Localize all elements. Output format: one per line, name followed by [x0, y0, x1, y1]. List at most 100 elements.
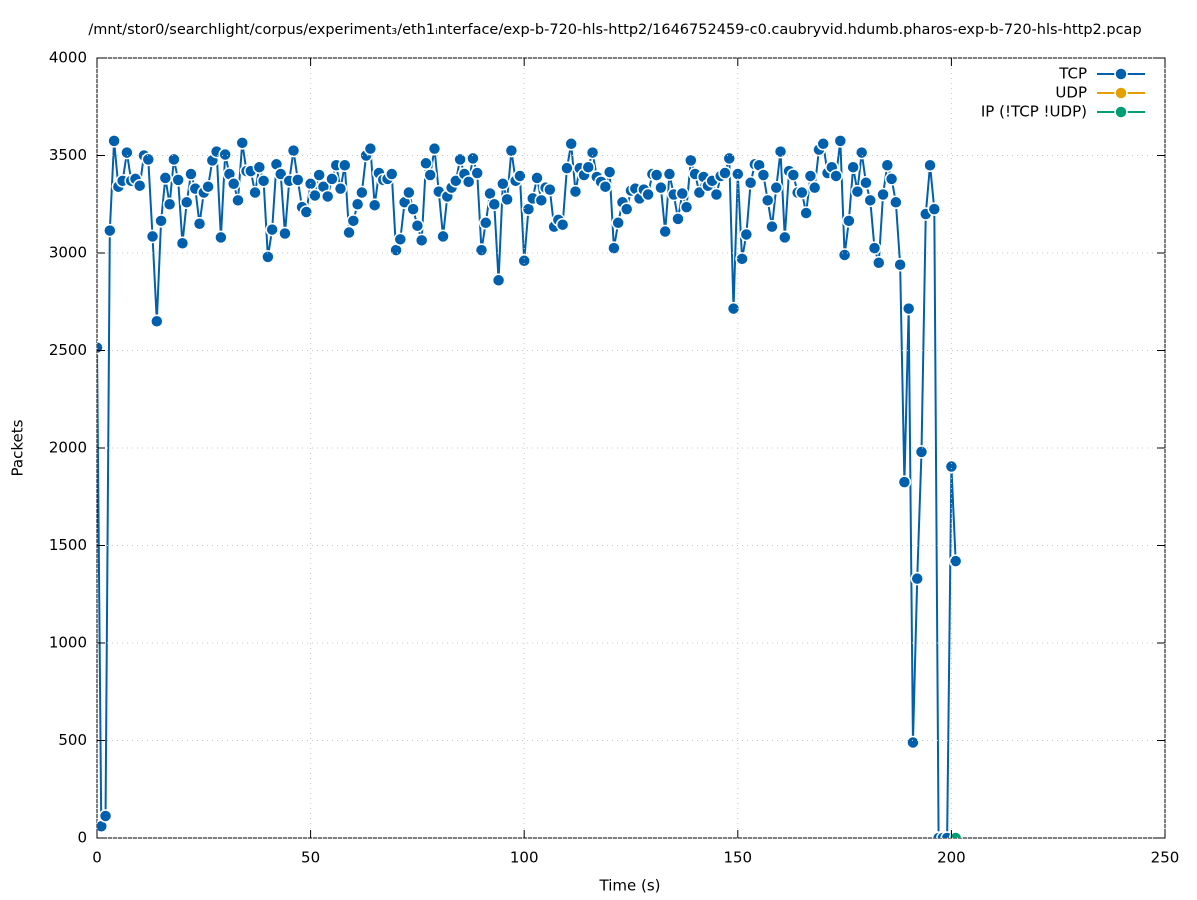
data-point [778, 230, 792, 245]
data-point [658, 224, 672, 239]
data-point [803, 169, 818, 183]
data-point [487, 197, 502, 211]
data-point [889, 195, 903, 210]
y-tick-label: 2500 [49, 341, 87, 359]
data-point [867, 241, 882, 255]
data-point [786, 168, 801, 182]
series-line [97, 140, 957, 838]
data-point [201, 179, 215, 194]
data-point [500, 192, 514, 207]
data-point [876, 187, 890, 202]
data-point [722, 151, 737, 166]
data-point [910, 571, 924, 586]
data-point [568, 184, 583, 199]
data-point [235, 136, 249, 150]
data-point [679, 200, 694, 214]
data-point [162, 197, 177, 211]
data-point [261, 250, 275, 264]
data-point [367, 198, 382, 212]
data-point [837, 248, 852, 262]
data-point [816, 137, 830, 151]
y-tick-label: 2000 [49, 439, 87, 457]
data-point [543, 182, 557, 197]
y-tick-label: 4000 [49, 49, 87, 67]
data-point [248, 185, 262, 200]
x-tick-label: 150 [723, 849, 752, 867]
data-point [756, 168, 771, 182]
data-point [619, 202, 634, 216]
data-point [760, 193, 775, 208]
chart-title: /mnt/stor0/searchlight/corpus/experiment… [88, 22, 1141, 38]
data-point [145, 229, 160, 244]
data-point [461, 175, 476, 189]
data-point [218, 147, 232, 162]
data-point [560, 161, 574, 175]
data-point [150, 314, 164, 328]
data-point [278, 226, 292, 241]
data-point [504, 143, 519, 158]
data-point [675, 186, 690, 201]
data-point [513, 169, 527, 183]
data-point [641, 187, 655, 202]
y-tick-label: 500 [58, 731, 87, 749]
data-point [171, 173, 185, 187]
data-point [154, 214, 168, 228]
data-point [291, 173, 305, 187]
y-axis-label: Packets [9, 419, 27, 476]
data-point [325, 172, 339, 186]
data-point [402, 185, 416, 200]
data-point [927, 202, 942, 216]
data-point [897, 475, 912, 489]
data-point [530, 171, 544, 185]
data-point [807, 180, 822, 195]
x-tick-label: 50 [301, 849, 320, 867]
data-point [654, 180, 668, 195]
data-point [773, 144, 788, 159]
data-point [214, 230, 228, 245]
data-point [226, 177, 241, 191]
data-point [884, 172, 899, 186]
data-point [312, 168, 326, 182]
data-point [231, 193, 245, 208]
y-tick-label: 3500 [49, 146, 87, 164]
data-point [453, 152, 467, 167]
data-point [743, 176, 758, 190]
data-point [466, 151, 480, 166]
data-point [598, 179, 613, 194]
data-point [192, 217, 207, 231]
x-tick-label: 100 [510, 849, 539, 867]
data-point [906, 735, 920, 750]
data-point [346, 214, 361, 228]
data-point [859, 176, 873, 190]
data-point [534, 193, 549, 208]
data-point [363, 141, 378, 156]
data-point [799, 206, 813, 220]
data-point [602, 165, 617, 179]
plot-area [97, 134, 963, 838]
data-point [842, 214, 856, 228]
data-point [611, 216, 625, 230]
data-point [350, 197, 365, 211]
data-point [141, 152, 156, 167]
x-tick-label: 200 [937, 849, 966, 867]
data-point [419, 156, 433, 171]
data-point [256, 174, 271, 188]
data-point [103, 223, 117, 238]
data-point [158, 171, 173, 185]
data-point [880, 158, 895, 172]
data-point [948, 554, 963, 568]
legend-label: UDP [1055, 84, 1087, 102]
data-point [474, 243, 489, 257]
legend-marker [1114, 67, 1128, 81]
data-point [423, 168, 437, 182]
x-tick-label: 0 [92, 849, 102, 867]
y-tick-label: 1500 [49, 536, 87, 554]
legend-marker [1114, 105, 1128, 119]
data-point [671, 212, 685, 226]
data-point [914, 445, 929, 459]
data-point [607, 241, 621, 255]
data-point [338, 158, 352, 172]
data-point [470, 166, 484, 180]
data-point [726, 301, 741, 316]
